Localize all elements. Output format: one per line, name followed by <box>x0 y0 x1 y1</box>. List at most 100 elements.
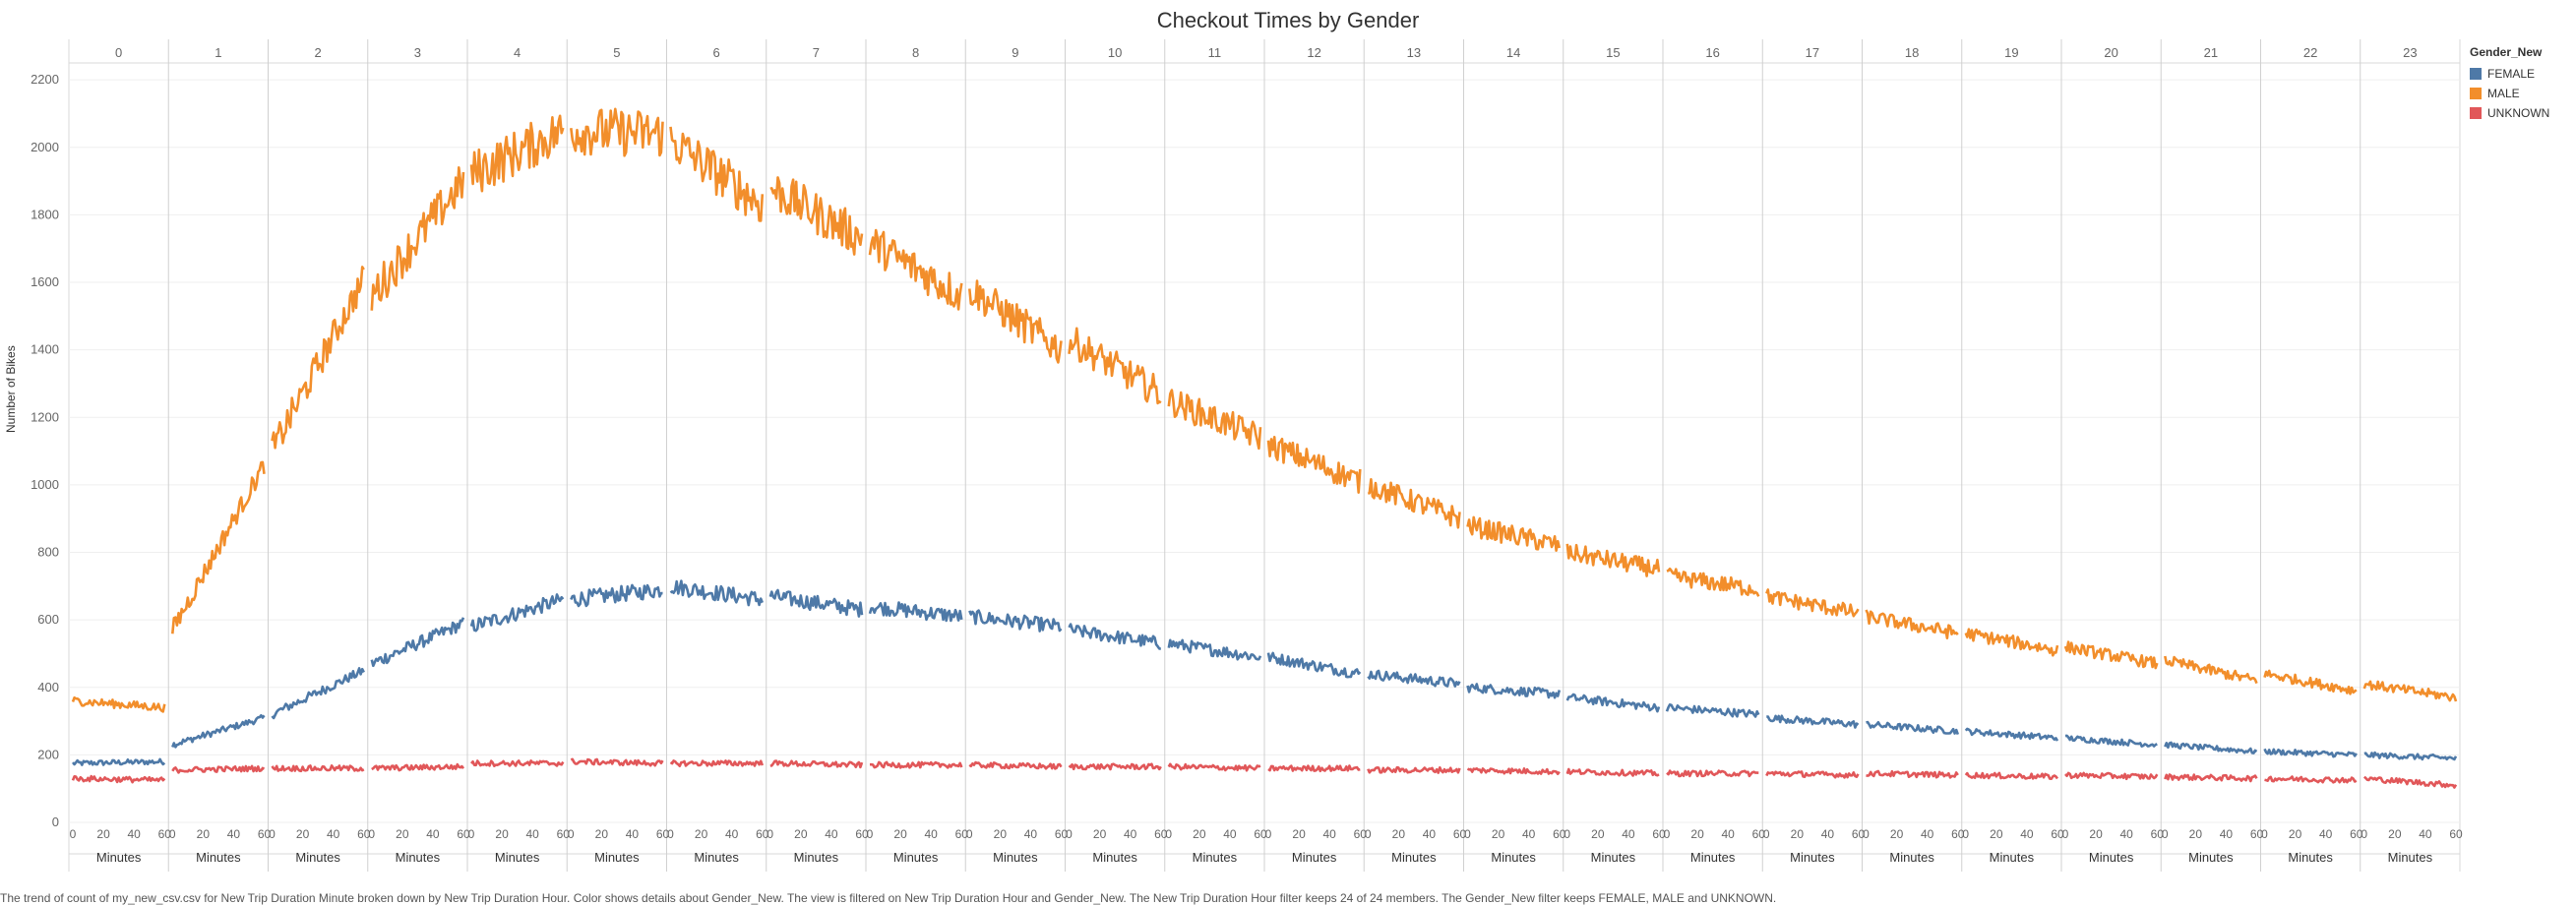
minute-tick-label: 40 <box>327 827 340 841</box>
hour-header-label: 14 <box>1506 45 1520 60</box>
x-axis-label: Minutes <box>993 850 1038 865</box>
x-axis-label: Minutes <box>2388 850 2433 865</box>
series-line-male-hour-5 <box>570 107 664 157</box>
minute-tick-label: 40 <box>1921 827 1934 841</box>
y-tick-label: 1200 <box>31 409 59 424</box>
hour-header-label: 0 <box>115 45 122 60</box>
hour-header-label: 7 <box>813 45 820 60</box>
series-line-unknown-hour-11 <box>1167 762 1261 772</box>
minute-tick-label: 40 <box>426 827 440 841</box>
minute-tick-label: 40 <box>1124 827 1137 841</box>
y-tick-label: 800 <box>37 545 59 560</box>
series-line-male-hour-15 <box>1565 543 1661 577</box>
series-line-male-hour-13 <box>1367 478 1461 529</box>
series-line-unknown-hour-9 <box>968 760 1063 770</box>
hour-header-label: 15 <box>1606 45 1620 60</box>
series-line-female-hour-5 <box>570 583 663 608</box>
minute-tick-label: 0 <box>1763 827 1770 841</box>
minute-tick-label: 0 <box>667 827 674 841</box>
legend-swatch <box>2470 68 2482 80</box>
minute-tick-label: 20 <box>1392 827 1406 841</box>
hour-header-label: 12 <box>1307 45 1320 60</box>
legend-item-male[interactable]: MALE <box>2470 84 2549 103</box>
legend-item-unknown[interactable]: UNKNOWN <box>2470 103 2549 123</box>
series-line-unknown-hour-17 <box>1765 770 1860 779</box>
hour-header-label: 6 <box>713 45 720 60</box>
minute-tick-label: 60 <box>1852 827 1866 841</box>
minute-tick-label: 20 <box>96 827 110 841</box>
minute-tick-label: 40 <box>127 827 141 841</box>
x-axis-label: Minutes <box>1193 850 1238 865</box>
x-axis-label: Minutes <box>96 850 142 865</box>
minute-tick-label: 60 <box>1354 827 1368 841</box>
series-line-female-hour-6 <box>669 579 765 607</box>
series-line-female-hour-3 <box>370 617 465 668</box>
hour-header-label: 8 <box>912 45 919 60</box>
minute-tick-label: 60 <box>1154 827 1168 841</box>
y-tick-label: 0 <box>52 814 59 829</box>
minute-tick-label: 60 <box>2151 827 2165 841</box>
minute-tick-label: 0 <box>1664 827 1671 841</box>
x-axis-label: Minutes <box>1292 850 1337 865</box>
series-line-unknown-hour-13 <box>1367 765 1461 774</box>
minute-tick-label: 20 <box>2189 827 2203 841</box>
series-line-unknown-hour-7 <box>769 759 864 769</box>
hour-header-label: 20 <box>2104 45 2117 60</box>
minute-tick-label: 40 <box>825 827 838 841</box>
hour-header-label: 11 <box>1208 45 1222 60</box>
series-line-male-hour-23 <box>2362 680 2458 702</box>
series-line-female-hour-7 <box>768 588 864 618</box>
minute-tick-label: 60 <box>2350 827 2363 841</box>
minute-tick-label: 40 <box>1322 827 1336 841</box>
minute-tick-label: 0 <box>2062 827 2069 841</box>
minute-tick-label: 40 <box>2319 827 2333 841</box>
minute-tick-label: 60 <box>1553 827 1566 841</box>
minute-tick-label: 40 <box>1423 827 1437 841</box>
minute-tick-label: 20 <box>1890 827 1904 841</box>
y-tick-label: 2200 <box>31 72 59 87</box>
minute-tick-label: 0 <box>269 827 276 841</box>
minute-tick-label: 0 <box>1464 827 1471 841</box>
series-line-female-hour-1 <box>171 714 266 749</box>
minute-tick-label: 20 <box>695 827 708 841</box>
legend-item-female[interactable]: FEMALE <box>2470 64 2549 84</box>
series-line-unknown-hour-22 <box>2264 775 2358 784</box>
legend-swatch <box>2470 107 2482 119</box>
hour-header-label: 1 <box>215 45 221 60</box>
x-axis-label: Minutes <box>196 850 241 865</box>
series-line-male-hour-17 <box>1765 588 1860 618</box>
x-axis-label: Minutes <box>295 850 340 865</box>
series-line-male-hour-1 <box>171 460 266 634</box>
x-axis-label: Minutes <box>1790 850 1835 865</box>
label-layer: 0200400600800100012001400160018002000220… <box>31 45 2463 865</box>
y-tick-label: 400 <box>37 680 59 694</box>
legend-label: FEMALE <box>2487 67 2536 81</box>
minute-tick-label: 20 <box>1193 827 1206 841</box>
minute-tick-label: 60 <box>1951 827 1965 841</box>
series-line-female-hour-4 <box>469 593 565 633</box>
minute-tick-label: 20 <box>994 827 1008 841</box>
hour-header-label: 23 <box>2403 45 2417 60</box>
minute-tick-label: 40 <box>1821 827 1835 841</box>
minute-tick-label: 40 <box>2419 827 2432 841</box>
y-tick-label: 200 <box>37 747 59 761</box>
minute-tick-label: 60 <box>2449 827 2463 841</box>
x-axis-label: Minutes <box>1591 850 1636 865</box>
minute-tick-label: 60 <box>2250 827 2264 841</box>
hour-header-label: 13 <box>1407 45 1421 60</box>
minute-tick-label: 20 <box>893 827 907 841</box>
series-line-female-hour-13 <box>1367 669 1461 688</box>
x-axis-label: Minutes <box>893 850 939 865</box>
series-line-female-hour-19 <box>1964 727 2059 742</box>
minute-tick-label: 20 <box>1093 827 1107 841</box>
series-line-male-hour-22 <box>2263 669 2358 695</box>
minute-tick-label: 20 <box>495 827 509 841</box>
x-axis-label: Minutes <box>1092 850 1137 865</box>
minute-tick-label: 60 <box>357 827 371 841</box>
series-line-male-hour-21 <box>2164 655 2258 685</box>
series-line-unknown-hour-0 <box>71 774 166 784</box>
series-line-male-hour-19 <box>1964 628 2059 657</box>
series-line-male-hour-9 <box>968 279 1063 364</box>
minute-tick-label: 0 <box>169 827 176 841</box>
minute-tick-label: 60 <box>656 827 670 841</box>
